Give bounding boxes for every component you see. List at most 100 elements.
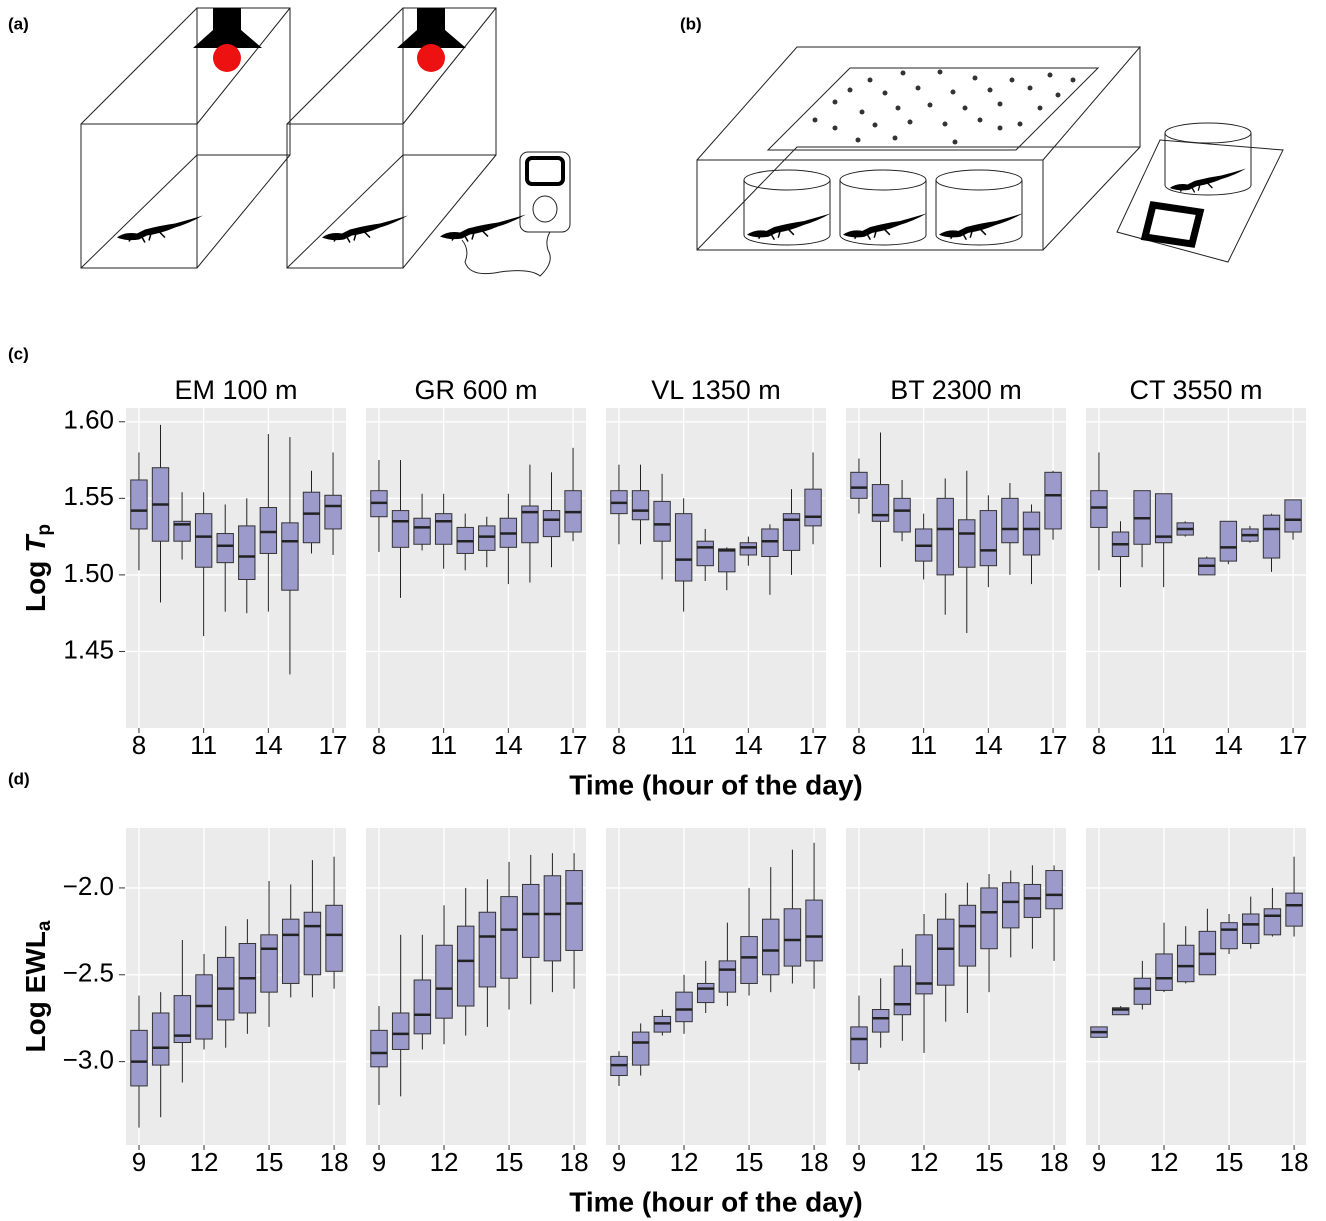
box: [325, 904, 343, 972]
box: [435, 944, 453, 1019]
x-tick-label: 11: [1150, 730, 1177, 760]
x-tick-label: 17: [799, 730, 828, 760]
box: [718, 548, 736, 573]
panel-label: (c): [8, 344, 29, 363]
box: [782, 513, 801, 551]
box: [1001, 497, 1019, 544]
x-tick-label: 15: [975, 1147, 1004, 1177]
x-tick-label: 14: [494, 730, 523, 760]
x-tick-label: 9: [612, 1147, 626, 1177]
facet-panel: [846, 828, 1066, 1145]
y-axis-title-part: Log EWL: [20, 931, 51, 1052]
facet-title: BT 2300 m: [890, 375, 1022, 405]
illustration-a: [80, 7, 571, 277]
box: [391, 510, 410, 548]
y-tick-label: 1.50: [63, 558, 114, 588]
y-axis-title: Log Tp: [20, 524, 55, 612]
y-tick-label: −2.0: [63, 871, 114, 901]
x-tick-label: 8: [1092, 730, 1106, 760]
x-axis-title: Time (hour of the day): [569, 1186, 863, 1217]
facet-panel: [1086, 828, 1306, 1145]
box: [259, 507, 278, 554]
x-tick-label: 17: [1039, 730, 1068, 760]
box: [1285, 892, 1303, 927]
box: [696, 982, 715, 1004]
box: [936, 497, 954, 576]
box: [1154, 493, 1173, 544]
x-tick-label: 9: [372, 1147, 386, 1177]
y-tick-label: 1.45: [63, 634, 114, 664]
box: [958, 519, 976, 568]
x-tick-label: 15: [495, 1147, 524, 1177]
box: [521, 505, 539, 544]
facet-title: GR 600 m: [414, 375, 537, 405]
box: [696, 540, 714, 567]
box: [893, 497, 911, 533]
y-axis-title-part: Log: [20, 561, 51, 612]
x-tick-label: 9: [132, 1147, 146, 1177]
box: [653, 500, 671, 542]
box: [915, 934, 933, 995]
facet-title: EM 100 m: [174, 375, 297, 405]
box: [281, 522, 299, 591]
box: [674, 513, 693, 582]
x-tick-label: 14: [974, 730, 1003, 760]
panel-label: (a): [8, 14, 29, 33]
x-tick-label: 15: [255, 1147, 284, 1177]
facet-panel: [606, 408, 826, 728]
x-tick-label: 17: [1279, 730, 1308, 760]
box: [871, 1009, 890, 1033]
box: [391, 1012, 410, 1050]
x-tick-label: 11: [430, 730, 457, 760]
x-axis-title: Time (hour of the day): [569, 769, 863, 800]
x-tick-label: 14: [254, 730, 283, 760]
box: [478, 525, 496, 551]
x-tick-label: 12: [430, 1147, 459, 1177]
x-tick-label: 18: [320, 1147, 349, 1177]
box: [718, 960, 737, 993]
box: [194, 513, 213, 568]
box: [761, 918, 780, 976]
box: [260, 934, 278, 993]
box: [413, 517, 431, 545]
x-tick-label: 12: [910, 1147, 939, 1177]
x-tick-label: 9: [1092, 1147, 1106, 1177]
box: [1263, 908, 1282, 936]
box: [739, 542, 758, 556]
box: [238, 525, 256, 580]
box: [1176, 944, 1195, 983]
box: [631, 1031, 650, 1066]
box: [173, 520, 191, 542]
box: [871, 484, 890, 522]
x-tick-label: 11: [910, 730, 937, 760]
x-tick-label: 11: [190, 730, 217, 760]
box: [979, 510, 998, 567]
y-tick-label: −2.5: [63, 958, 114, 988]
y-tick-label: 1.55: [63, 481, 114, 511]
x-tick-label: 8: [132, 730, 146, 760]
box: [413, 979, 432, 1035]
box: [151, 1012, 170, 1066]
box: [631, 490, 650, 521]
facet-panel: [1086, 408, 1306, 728]
x-tick-label: 14: [734, 730, 763, 760]
box: [936, 918, 955, 986]
box: [281, 918, 300, 984]
box: [980, 887, 998, 950]
facet-panel: [126, 408, 346, 728]
x-tick-label: 8: [372, 730, 386, 760]
panel-label: (b): [680, 14, 702, 33]
box: [1241, 913, 1260, 945]
y-tick-label: −3.0: [63, 1044, 114, 1074]
facet-panel: [606, 828, 826, 1145]
box: [1155, 953, 1173, 991]
box: [850, 471, 868, 499]
box: [216, 533, 234, 564]
box: [542, 510, 561, 538]
box: [805, 899, 823, 962]
x-tick-label: 18: [1040, 1147, 1069, 1177]
facet-panel: [846, 408, 1066, 728]
y-axis-title-part: a: [34, 920, 55, 931]
box: [130, 479, 148, 530]
